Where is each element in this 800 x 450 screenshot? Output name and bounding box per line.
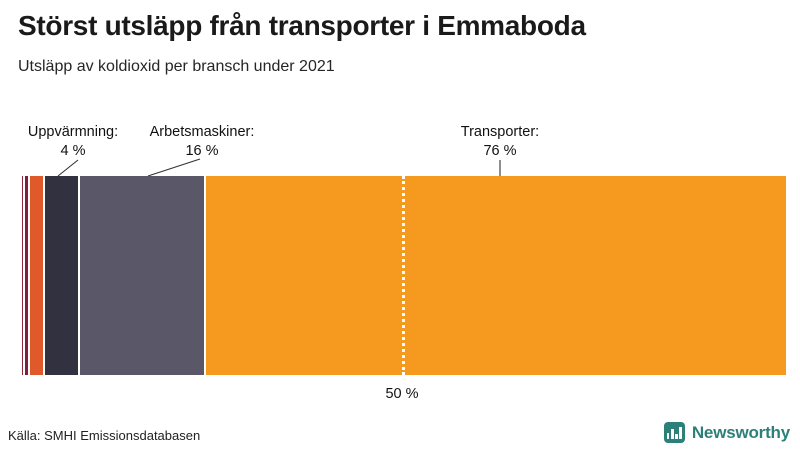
annotation-transporter: Transporter: 76 % [420, 123, 580, 161]
annotation-uppvarmning-value: 4 % [60, 143, 86, 159]
bar-segment-uppvarmning[interactable] [30, 176, 46, 375]
bar-segment-arbetsmaskiner[interactable] [80, 176, 207, 375]
annotation-uppvarmning-label: Uppvärmning: [27, 124, 119, 140]
page-subtitle: Utsläpp av koldioxid per bransch under 2… [18, 58, 335, 75]
brand-logo[interactable]: Newsworthy [663, 422, 790, 443]
annotation-arbetsmaskiner: Arbetsmaskiner: 16 % [122, 123, 282, 161]
bar-segment-transporter[interactable] [206, 176, 786, 375]
annotation-transporter-value: 76 % [483, 143, 517, 159]
leader-line-uppvarmning [57, 159, 79, 177]
annotation-arbetsmaskiner-label: Arbetsmaskiner: [149, 124, 255, 140]
annotation-arbetsmaskiner-value: 16 % [185, 143, 219, 159]
annotation-uppvarmning: Uppvärmning: 4 % [0, 123, 148, 161]
source-note: Källa: SMHI Emissionsdatabasen [8, 428, 201, 443]
reference-line-label: 50 % [385, 386, 419, 402]
bar-segment-ovrigt-2[interactable] [20, 176, 23, 375]
reference-line-50 [402, 176, 405, 375]
bar-segment-ovrigt-3[interactable] [22, 176, 25, 375]
bar-segment-ovrigt-4[interactable] [24, 176, 31, 375]
bar-segment-energiforsorjning[interactable] [45, 176, 81, 375]
annotation-transporter-label: Transporter: [460, 124, 540, 140]
page-title: Störst utsläpp från transporter i Emmabo… [18, 10, 586, 41]
bar-segment-ovrigt-1[interactable] [18, 176, 21, 375]
brand-name: Newsworthy [691, 422, 790, 442]
chart-plot-area [18, 176, 786, 375]
annotation-leader-lines [0, 150, 800, 180]
leader-line-arbetsmaskiner [147, 158, 201, 177]
bar-chart-icon [663, 422, 685, 443]
